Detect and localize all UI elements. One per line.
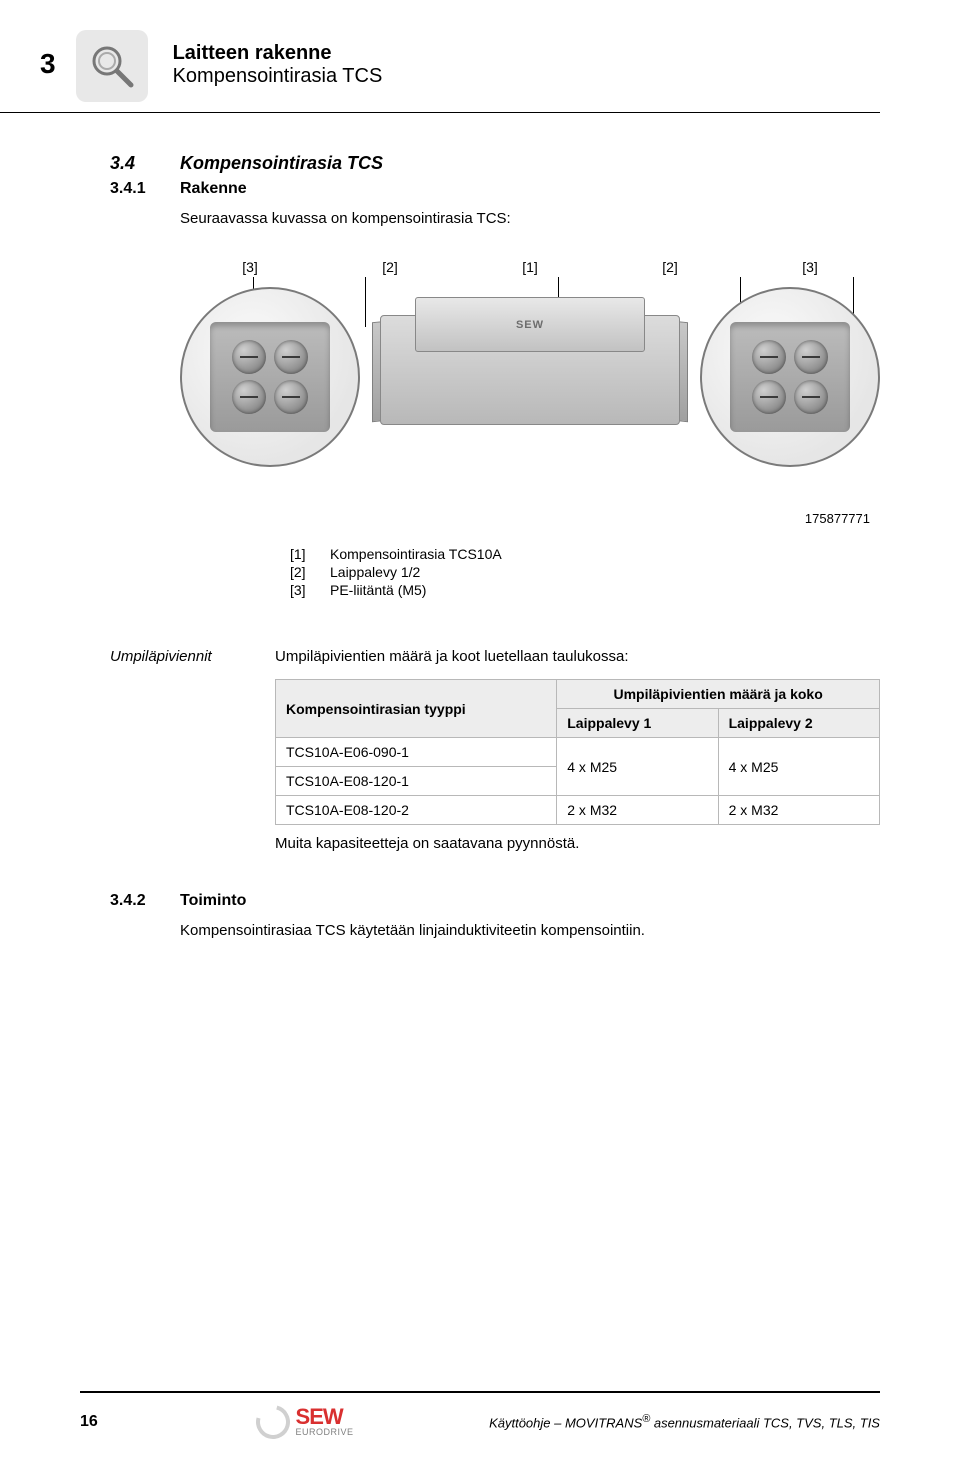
header-titles: Laitteen rakenne Kompensointirasia TCS	[173, 42, 383, 88]
callout-label: [2]	[650, 259, 690, 275]
legend-key: [3]	[290, 582, 330, 598]
compensation-box: SEW	[380, 297, 680, 437]
subsection-title: Rakenne	[180, 180, 247, 198]
chapter-number: 3	[40, 48, 56, 80]
footer-doc-prefix: Käyttöohje – MOVITRANS	[489, 1416, 642, 1431]
table-cell: TCS10A-E08-120-1	[276, 767, 557, 796]
table-header: Umpiläpivientien määrä ja koko	[557, 680, 880, 709]
footer-logo: SEW EURODRIVE	[256, 1405, 354, 1439]
section-title: Kompensointirasia TCS	[180, 153, 383, 174]
footer-doc-suffix: asennusmateriaali TCS, TVS, TLS, TIS	[650, 1416, 880, 1431]
callout-label: [1]	[510, 259, 550, 275]
subsection-heading: 3.4.1 Rakenne	[110, 180, 880, 198]
table-followup: Muita kapasiteetteja on saatavana pyynnö…	[275, 835, 880, 852]
figure-id: 175877771	[110, 511, 870, 526]
page-number: 16	[80, 1413, 120, 1431]
table-header: Kompensointirasian tyyppi	[276, 680, 557, 738]
figure-legend: [1] Kompensointirasia TCS10A [2] Laippal…	[290, 546, 880, 598]
subsection-number: 3.4.1	[110, 180, 180, 198]
page-header: 3 Laitteen rakenne Kompensointirasia TCS	[0, 0, 880, 113]
table-cell: 2 x M32	[557, 796, 718, 825]
legend-key: [1]	[290, 546, 330, 562]
logo-subtext: EURODRIVE	[296, 1427, 354, 1437]
logo-swirl-icon	[249, 1399, 295, 1445]
legend-text: Kompensointirasia TCS10A	[330, 546, 502, 562]
subsection-title: Toiminto	[180, 892, 246, 910]
flange-right	[700, 287, 880, 467]
subsection-intro: Seuraavassa kuvassa on kompensointirasia…	[180, 208, 880, 229]
table-cell: TCS10A-E08-120-2	[276, 796, 557, 825]
side-label: Umpiläpiviennit	[110, 648, 275, 852]
figure: [3] [2] [1] [2] [3] SEW	[180, 259, 880, 499]
table-row: TCS10A-E08-120-2 2 x M32 2 x M32	[276, 796, 880, 825]
brand-label: SEW	[516, 319, 544, 331]
subsection-heading: 3.4.2 Toiminto	[110, 892, 880, 910]
table-cell: 4 x M25	[718, 738, 879, 796]
table-row: TCS10A-E06-090-1 4 x M25 4 x M25	[276, 738, 880, 767]
legend-text: PE-liitäntä (M5)	[330, 582, 426, 598]
header-title-bold: Laitteen rakenne	[173, 42, 383, 65]
bushing-table: Kompensointirasian tyyppi Umpiläpivienti…	[275, 679, 880, 825]
legend-text: Laippalevy 1/2	[330, 564, 420, 580]
device-row: SEW	[180, 287, 880, 467]
footer-doc-title: Käyttöohje – MOVITRANS® asennusmateriaal…	[489, 1413, 880, 1430]
table-cell: 4 x M25	[557, 738, 718, 796]
subsection-number: 3.4.2	[110, 892, 180, 910]
table-subheader: Laippalevy 1	[557, 709, 718, 738]
callout-row: [3] [2] [1] [2] [3]	[180, 259, 880, 275]
table-cell: 2 x M32	[718, 796, 879, 825]
callout-label: [3]	[230, 259, 270, 275]
magnifier-icon	[76, 30, 148, 102]
callout-label: [2]	[370, 259, 410, 275]
table-intro: Umpiläpivientien määrä ja koot luetellaa…	[275, 648, 880, 665]
section-number: 3.4	[110, 153, 180, 174]
table-cell: TCS10A-E06-090-1	[276, 738, 557, 767]
legend-row: [1] Kompensointirasia TCS10A	[290, 546, 880, 562]
flange-left	[180, 287, 360, 467]
section-heading: 3.4 Kompensointirasia TCS	[110, 153, 880, 174]
header-title-sub: Kompensointirasia TCS	[173, 65, 383, 88]
logo-text: SEW	[296, 1407, 354, 1427]
legend-row: [2] Laippalevy 1/2	[290, 564, 880, 580]
legend-row: [3] PE-liitäntä (M5)	[290, 582, 880, 598]
blind-bushing-section: Umpiläpiviennit Umpiläpivientien määrä j…	[110, 648, 880, 852]
table-subheader: Laippalevy 2	[718, 709, 879, 738]
legend-key: [2]	[290, 564, 330, 580]
subsection-body: Kompensointirasiaa TCS käytetään linjain…	[180, 920, 880, 941]
page-footer: 16 SEW EURODRIVE Käyttöohje – MOVITRANS®…	[80, 1391, 880, 1439]
callout-label: [3]	[790, 259, 830, 275]
